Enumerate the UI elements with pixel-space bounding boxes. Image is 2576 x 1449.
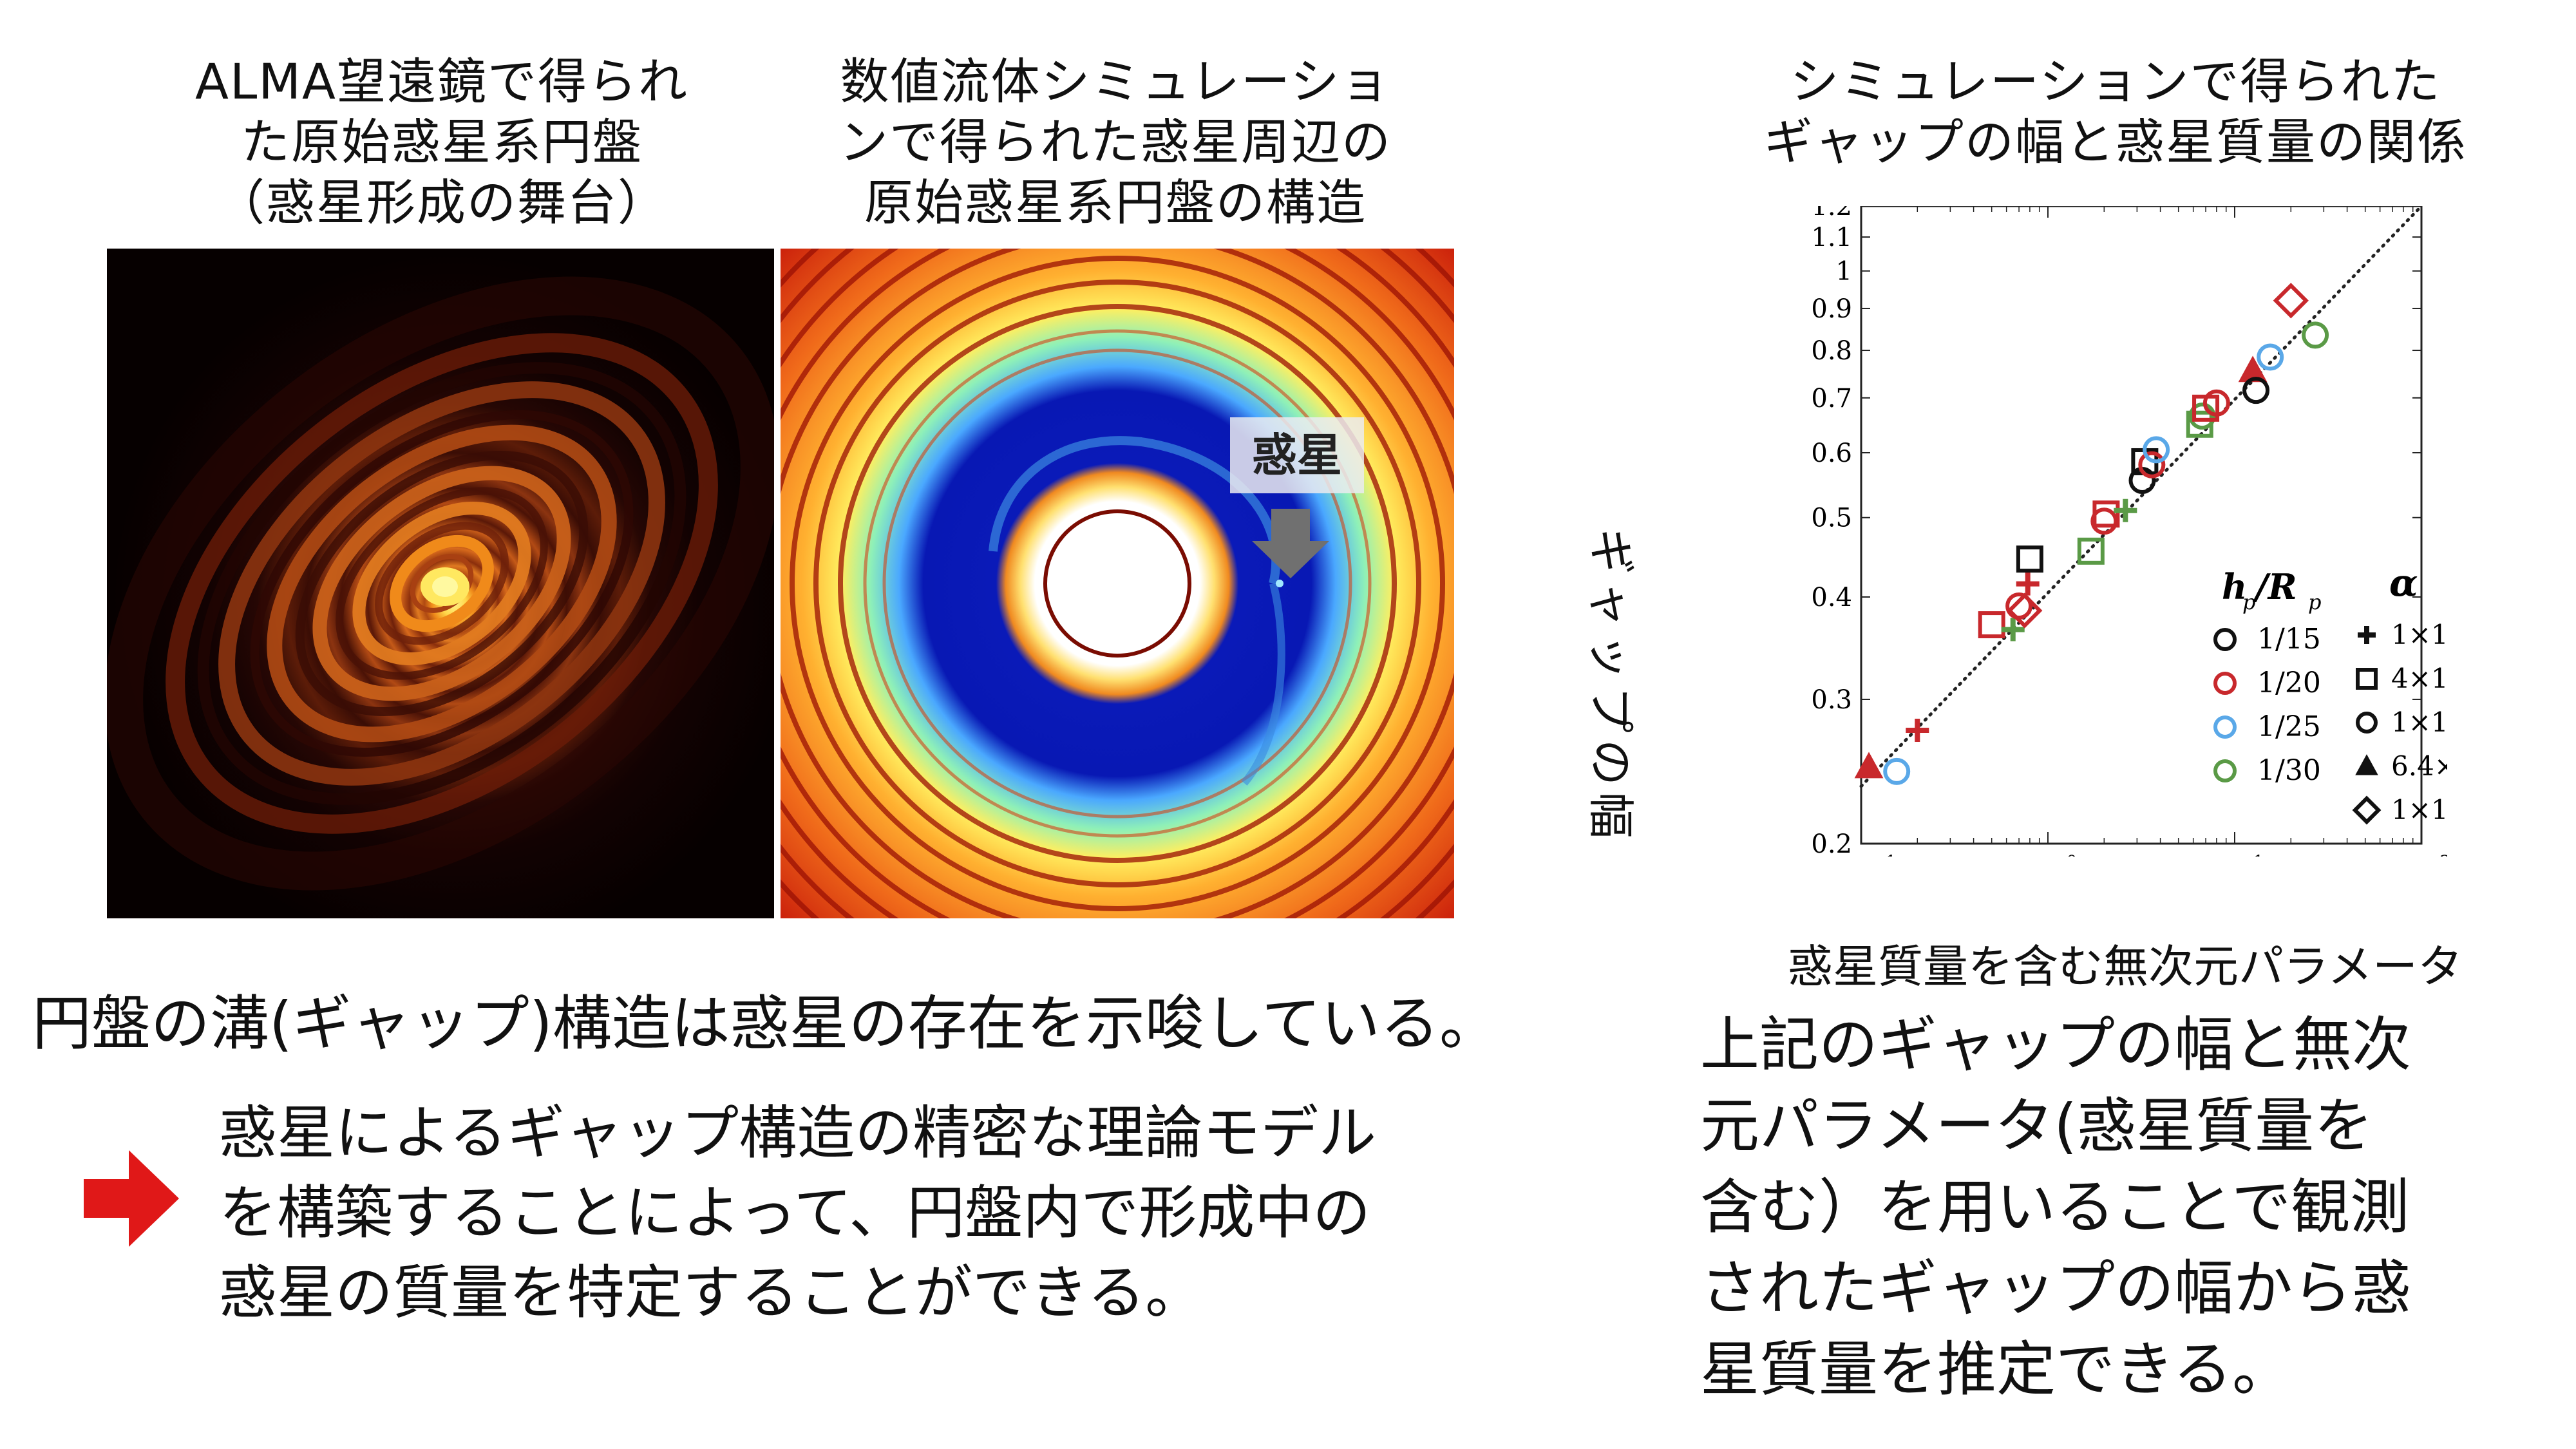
data-point	[2238, 355, 2268, 383]
conclusion-line: 惑星によるギャップ構造の精密な理論モデル	[219, 1099, 1377, 1167]
conclusion-line: 惑星の質量を特定することができる。	[219, 1259, 1204, 1327]
data-point	[2016, 572, 2040, 596]
right-arrow-icon	[84, 1150, 179, 1247]
y-tick-label: 1	[1836, 257, 1852, 287]
legend-alpha-label: 1×10	[2391, 794, 2447, 826]
data-point	[2090, 507, 2118, 535]
data-point	[2007, 592, 2043, 629]
data-point	[2114, 498, 2137, 522]
right-statement-line: されたギャップの幅から惑	[1700, 1254, 2412, 1323]
legend-alpha-marker	[2358, 626, 2376, 644]
data-point	[2257, 343, 2284, 371]
legend-hp-marker	[2213, 672, 2237, 695]
data-point	[1906, 719, 1929, 743]
right-statement: 上記のギャップの幅と無次 元パラメータ(惑星質量を 含む）を用いることで観測 さ…	[1700, 1005, 2411, 1410]
legend-alpha-label: 1×10	[2391, 706, 2447, 738]
main-statement: 円盤の溝(ギャップ)構造は惑星の存在を示唆している。	[32, 989, 1499, 1058]
data-point	[1978, 611, 2005, 639]
alma-caption-line: ALMA望遠鏡で得られ	[195, 53, 688, 110]
legend-hp-label: 1/20	[2257, 667, 2321, 699]
data-point	[2202, 389, 2230, 417]
legend-alpha-marker	[2355, 754, 2378, 775]
sim-caption: 数値流体シミュレーショ ンで得られた惑星周辺の 原始惑星系円盤の構造	[793, 52, 1437, 233]
conclusion-text: 惑星によるギャップ構造の精密な理論モデル を構築することによって、円盤内で形成中…	[219, 1094, 1376, 1333]
legend-alpha-label: 6.4×10	[2391, 750, 2447, 782]
data-point	[1854, 752, 1884, 779]
simulation-disk-image	[781, 249, 1454, 918]
data-point	[2138, 451, 2166, 478]
legend-hp-sub: p	[2308, 590, 2321, 614]
legend-alpha-title: α	[2389, 561, 2418, 605]
x-tick-exponent: 2	[2439, 851, 2447, 857]
legend-hp-title: h	[2222, 566, 2247, 607]
x-tick-exponent: -1	[1879, 851, 1897, 857]
legend-hp-marker	[2213, 628, 2237, 651]
planet-label: 惑星	[1230, 417, 1364, 493]
plot-caption-line: シミュレーションで得られた	[1790, 53, 2441, 110]
alma-caption-line: た原始惑星系円盤	[241, 113, 643, 171]
data-point	[2092, 500, 2120, 528]
y-tick-label: 1.2	[1811, 206, 1852, 222]
planet-pointer-arrow	[1252, 509, 1329, 578]
legend-alpha-marker	[2352, 795, 2382, 825]
data-point	[2143, 436, 2170, 464]
sim-caption-line: 数値流体シミュレーショ	[840, 53, 1391, 110]
conclusion-line: を構築することによって、円盤内で形成中の	[219, 1179, 1371, 1247]
legend-hp-marker	[2213, 759, 2237, 782]
legend-alpha-marker	[2356, 668, 2378, 690]
legend-alpha-marker	[2356, 712, 2378, 734]
legend-alpha-label: 1×10	[2391, 619, 2447, 650]
data-point	[2273, 283, 2309, 319]
legend-hp-label: 1/25	[2257, 710, 2321, 743]
right-statement-line: 星質量を推定できる。	[1700, 1335, 2292, 1404]
alma-disk-image	[107, 249, 774, 918]
right-statement-line: 含む）を用いることで観測	[1700, 1173, 2410, 1242]
legend-hp-marker	[2213, 715, 2237, 739]
y-tick-label: 0.2	[1811, 829, 1852, 857]
data-point	[2001, 618, 2025, 641]
gap-width-chart: 1.21.110.90.80.70.60.50.40.30.210-110010…	[1811, 206, 2447, 857]
data-point	[2077, 537, 2105, 565]
y-tick-label: 0.4	[1811, 583, 1852, 612]
y-tick-label: 0.9	[1811, 294, 1852, 324]
y-tick-label: 0.7	[1811, 384, 1852, 413]
chart-ylabel: ギャップの幅	[1584, 528, 1638, 846]
legend-hp-sub: p	[2242, 590, 2255, 614]
data-point	[2016, 545, 2043, 573]
x-tick-exponent: 0	[2066, 851, 2078, 857]
data-point	[1883, 757, 1911, 785]
legend-alpha-label: 4×10	[2391, 663, 2447, 694]
y-tick-label: 0.6	[1811, 439, 1852, 468]
y-tick-label: 0.3	[1811, 685, 1852, 715]
fit-line	[1859, 206, 2423, 788]
alma-caption-line: （惑星形成の舞台）	[216, 174, 668, 231]
y-tick-label: 0.5	[1811, 504, 1852, 533]
y-tick-label: 1.1	[1811, 223, 1852, 252]
plot-caption-line: ギャップの幅と惑星質量の関係	[1764, 113, 2467, 171]
legend-hp-label: 1/15	[2257, 623, 2321, 656]
alma-caption: ALMA望遠鏡で得られ た原始惑星系円盤 （惑星形成の舞台）	[120, 52, 764, 233]
x-tick-exponent: 1	[2253, 851, 2264, 857]
chart-xlabel: 惑星質量を含む無次元パラメータ	[1788, 940, 2463, 993]
legend-hp-title: /R	[2252, 566, 2297, 607]
plot-caption: シミュレーションで得られた ギャップの幅と惑星質量の関係	[1687, 52, 2544, 173]
sim-caption-line: 原始惑星系円盤の構造	[864, 174, 1367, 231]
plot-frame	[1860, 206, 2423, 845]
y-tick-label: 0.8	[1811, 336, 1852, 366]
data-point	[2302, 321, 2329, 349]
right-statement-line: 元パラメータ(惑星質量を	[1700, 1092, 2374, 1160]
sim-caption-line: ンで得られた惑星周辺の	[839, 113, 1392, 171]
legend-hp-label: 1/30	[2257, 754, 2321, 787]
data-point	[2242, 377, 2270, 404]
right-statement-line: 上記のギャップの幅と無次	[1700, 1010, 2412, 1079]
